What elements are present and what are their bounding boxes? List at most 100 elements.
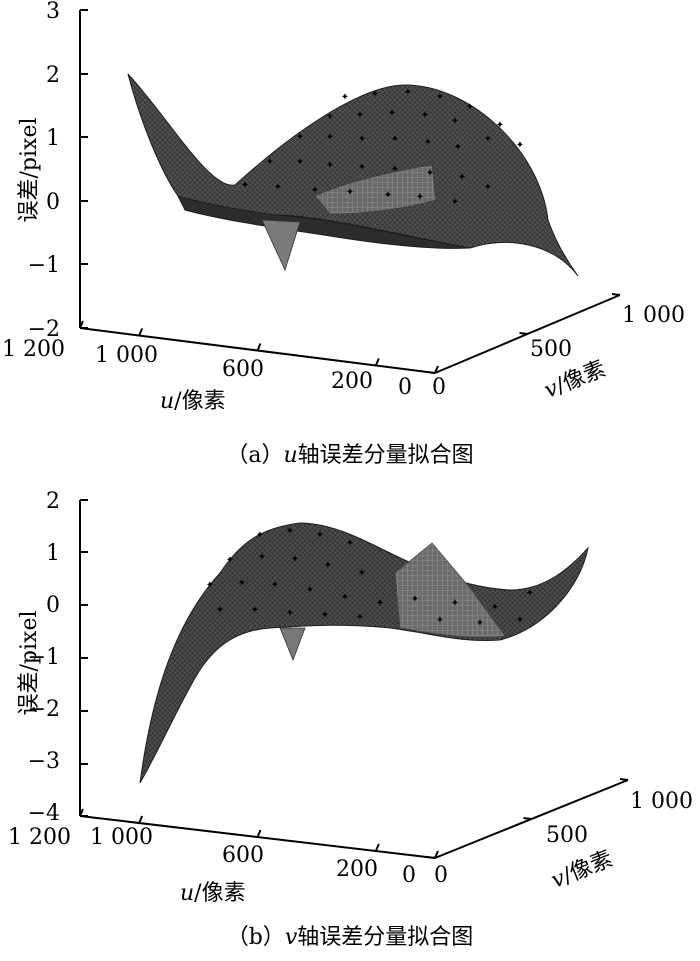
chart-b-z-tick: −3 [28,749,60,774]
chart-a-sample-point: ✦ [458,172,466,183]
chart-a-sample-point: ✦ [356,110,364,121]
chart-panel-a: ✦ ✦ ✦ ✦ ✦ ✦ ✦ ✦ ✦ ✦ ✦ ✦ ✦ ✦ ✦ ✦ ✦ ✦ ✦ ✦ ✦ ✦ ✦ ✦ ✦ ✦ ✦ ✦ ✦ ✦ ✦ ✦ ✦ ✦ 3 2 1… [0,0,700,478]
chart-b-sample-point: ✦ [306,585,314,596]
chart-a-u-tick: 200 [331,369,373,394]
chart-b-v-tick: 1 000 [630,789,693,814]
chart-a-sample-point: ✦ [371,89,379,100]
chart-b-sample-points: ✦ ✦ ✦ ✦ ✦ ✦ ✦ ✦ ✦ ✦ ✦ ✦ ✦ ✦ ✦ ✦ ✦ ✦ ✦ ✦ ✦ ✦ ✦ ✦ ✦ ✦ ✦ [206,526,534,629]
chart-a-u-tick-labels: 1 200 1 000 600 200 0 [2,337,412,400]
chart-a-z-tick: 3 [46,0,60,24]
chart-a-u-tickmark [79,320,84,329]
chart-b-v-tick-labels: 0 500 1 000 [434,789,693,888]
chart-a-caption: （a）u轴误差分量拟合图 [226,443,473,468]
chart-a-sample-point: ✦ [391,134,399,145]
chart-a-sample-point: ✦ [346,187,354,198]
chart-b-sample-point: ✦ [286,608,294,619]
chart-a-u-tickmark [434,365,439,374]
chart-a-z-tick: −1 [28,253,60,278]
chart-b-v-tick: 0 [434,863,448,888]
chart-a-u-tickmark [256,343,262,351]
chart-b-v-label: v/像素 [548,846,617,893]
chart-a-svg: ✦ ✦ ✦ ✦ ✦ ✦ ✦ ✦ ✦ ✦ ✦ ✦ ✦ ✦ ✦ ✦ ✦ ✦ ✦ ✦ ✦ ✦ ✦ ✦ ✦ ✦ ✦ ✦ ✦ ✦ ✦ ✦ ✦ ✦ 3 2 1… [2,0,685,468]
chart-b-sample-point: ✦ [526,588,534,599]
chart-a-sample-point: ✦ [404,87,412,98]
chart-b-z-tick: −4 [28,801,60,826]
chart-a-u-tickmark [138,328,144,336]
chart-a-sample-point: ✦ [421,110,429,121]
chart-a-surface-back [127,73,579,277]
chart-b-u-tick-labels: 1 200 1 000 600 200 0 [8,825,416,888]
chart-a-axes [79,9,621,374]
chart-a-u-label: u/像素 [160,389,226,414]
chart-a-u-tick: 600 [222,357,264,382]
chart-b-sample-point: ✦ [238,578,246,589]
chart-b-sample-point: ✦ [346,538,354,549]
chart-b-surface-main [139,522,589,784]
chart-a-surface-ridge [314,164,437,215]
chart-b-z-tick-labels: 2 1 0 −1 −2 −3 −4 [28,489,60,826]
chart-a-sample-point: ✦ [326,160,334,171]
chart-a-sample-point: ✦ [384,190,392,201]
chart-b-u-tick: 200 [336,857,378,882]
chart-a-v-tick-labels: 0 500 1 000 [432,303,685,400]
chart-a-sample-point: ✦ [296,132,304,143]
chart-a-sample-point: ✦ [274,182,282,193]
chart-b-surface-light-flap [394,542,506,638]
chart-a-sample-point: ✦ [311,185,319,196]
chart-a-z-tick: 0 [46,190,60,215]
chart-a-z-label: 误差/pixel [17,118,42,223]
chart-b-sample-point: ✦ [271,580,279,591]
chart-a-v-tick: 500 [530,337,572,362]
chart-a-sample-point: ✦ [326,132,334,143]
chart-a-v-tick: 0 [432,375,446,400]
chart-b-u-tick: 0 [402,863,416,888]
chart-b-svg: ✦ ✦ ✦ ✦ ✦ ✦ ✦ ✦ ✦ ✦ ✦ ✦ ✦ ✦ ✦ ✦ ✦ ✦ ✦ ✦ ✦ ✦ ✦ ✦ ✦ ✦ ✦ 2 1 0 −1 −2 … [8,489,693,950]
chart-a-sample-point: ✦ [516,140,524,151]
chart-b-sample-point: ✦ [341,592,349,603]
chart-a-sample-point: ✦ [296,157,304,168]
chart-a-sample-point: ✦ [416,192,424,203]
chart-b-sample-point: ✦ [411,594,419,605]
chart-b-v-tick: 500 [546,823,588,848]
chart-a-z-tick: 2 [46,63,60,88]
chart-a-sample-point: ✦ [358,134,366,145]
chart-a-surface: ✦ ✦ ✦ ✦ ✦ ✦ ✦ ✦ ✦ ✦ ✦ ✦ ✦ ✦ ✦ ✦ ✦ ✦ ✦ ✦ ✦ ✦ ✦ ✦ ✦ ✦ ✦ ✦ ✦ ✦ ✦ ✦ ✦ ✦ [127,73,579,277]
chart-a-sample-point: ✦ [391,164,399,175]
chart-b-u-tickmark [256,829,262,838]
chart-b-u-tick: 1 000 [90,825,153,850]
chart-a-sample-point: ✦ [466,102,474,113]
chart-b-u-label: u/像素 [180,881,246,906]
chart-b-z-label: 误差/pixel [17,611,42,716]
chart-a-sample-point: ✦ [388,108,396,119]
chart-b-v-tickmark [426,856,436,859]
chart-a-sample-point: ✦ [341,92,349,103]
chart-a-v-tick: 1 000 [622,303,685,328]
chart-b-u-tickmark [434,850,439,859]
chart-a-sample-point: ✦ [451,116,459,127]
chart-b-axes [79,499,629,859]
chart-a-u-tick: 0 [398,375,412,400]
chart-a-sample-point: ✦ [484,182,492,193]
chart-b-sample-point: ✦ [206,580,214,591]
chart-b-v-tickmark [619,778,629,781]
chart-b-u-tick: 600 [222,843,264,868]
chart-a-z-tick: −2 [28,317,60,342]
chart-a-sample-points: ✦ ✦ ✦ ✦ ✦ ✦ ✦ ✦ ✦ ✦ ✦ ✦ ✦ ✦ ✦ ✦ ✦ ✦ ✦ ✦ ✦ ✦ ✦ ✦ ✦ ✦ ✦ ✦ ✦ ✦ ✦ ✦ ✦ ✦ [241,87,524,208]
chart-b-sample-point: ✦ [256,530,264,541]
chart-a-sample-point: ✦ [454,142,462,153]
chart-b-z-tick: 0 [46,593,60,618]
chart-b-sample-point: ✦ [258,552,266,563]
chart-a-v-tickmark [426,371,436,374]
chart-panel-b: ✦ ✦ ✦ ✦ ✦ ✦ ✦ ✦ ✦ ✦ ✦ ✦ ✦ ✦ ✦ ✦ ✦ ✦ ✦ ✦ ✦ ✦ ✦ ✦ ✦ ✦ ✦ 2 1 0 −1 −2 … [0,478,700,957]
chart-b-sample-point: ✦ [316,530,324,541]
chart-a-sample-point: ✦ [426,168,434,179]
chart-b-u-tickmark [138,815,144,824]
chart-b-u-tickmark [374,843,380,852]
chart-b-z-tick: 2 [46,489,60,514]
chart-a-sample-point: ✦ [496,120,504,131]
chart-a-u-tickmark [374,358,380,366]
chart-b-z-tick: −2 [28,697,60,722]
chart-b-sample-point: ✦ [321,610,329,621]
chart-a-sample-point: ✦ [424,137,432,148]
chart-b-z-tick: −1 [28,645,60,670]
